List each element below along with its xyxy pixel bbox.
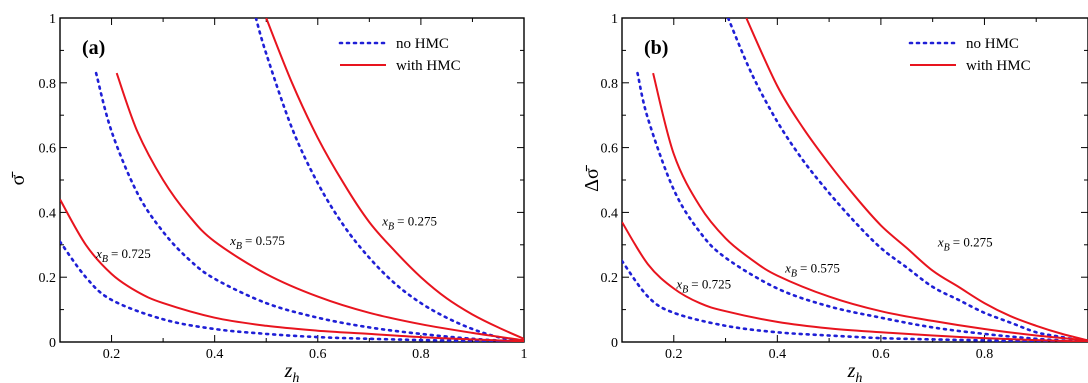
y-tick-label: 0	[49, 336, 56, 351]
curve-annotation: xB = 0.275	[381, 213, 437, 232]
panel-label: (a)	[82, 37, 105, 59]
x-tick-label: 0.2	[665, 347, 683, 362]
series-no-hmc-4	[622, 259, 1088, 342]
panel-b: 0 0.2 0.4 0.6 0.8 1 0.2 0.4 0.6 0.8 xB = 0.275 xB = 0…	[580, 0, 1088, 383]
series-with-hmc-1	[265, 18, 524, 340]
x-axis-label: zh	[284, 360, 300, 383]
y-tick-label: 0	[611, 336, 618, 351]
series-no-hmc-0	[254, 18, 524, 342]
series-with-hmc-3	[652, 72, 1088, 342]
x-tick-label: 0.4	[769, 347, 787, 362]
series-no-hmc-4	[60, 240, 524, 342]
x-tick-label: 0.8	[976, 347, 994, 362]
y-axis-label: Δσ̄	[581, 164, 603, 192]
x-tick-label: 0.6	[872, 347, 890, 362]
y-tick-label: 0.6	[601, 142, 619, 157]
series-no-hmc-2	[636, 71, 1088, 342]
curve-annotation: xB = 0.575	[229, 233, 285, 252]
curve-annotation: xB = 0.275	[937, 234, 993, 253]
x-axis-label: zh	[847, 360, 863, 383]
series-with-hmc-3	[115, 72, 524, 342]
legend-label-with-hmc: with HMC	[396, 58, 461, 74]
y-tick-label: 0.2	[39, 271, 57, 286]
panel-a: 0 0.2 0.4 0.6 0.8 1 0.2 0.4 0.6 0.8 1 xB = 0.275 xB = …	[7, 12, 528, 383]
series-no-hmc-2	[94, 71, 524, 342]
y-tick-label: 0.8	[601, 77, 619, 92]
legend-label-no-hmc: no HMC	[396, 36, 449, 52]
legend-label-with-hmc: with HMC	[966, 58, 1031, 74]
curve-annotation: xB = 0.725	[675, 277, 731, 296]
x-tick-label: 0.6	[309, 347, 327, 362]
x-tick-label: 0.4	[206, 347, 224, 362]
y-tick-label: 0.2	[601, 271, 619, 286]
x-tick-label: 0.8	[412, 347, 430, 362]
y-tick-label: 0.4	[601, 206, 619, 221]
series-with-hmc-5	[622, 221, 1088, 342]
y-tick-label: 0.6	[39, 142, 57, 157]
x-tick-label: 1	[521, 347, 528, 362]
chart-a-svg: 0 0.2 0.4 0.6 0.8 1 0.2 0.4 0.6 0.8 1 xB = 0.275 xB = …	[7, 12, 528, 383]
series-no-hmc-0	[726, 18, 1088, 342]
x-tick-label: 0.2	[103, 347, 121, 362]
y-tick-label: 0.8	[39, 77, 57, 92]
panel-label: (b)	[644, 37, 668, 59]
y-tick-label: 1	[49, 12, 56, 27]
chart-b-svg: 0 0.2 0.4 0.6 0.8 1 0.2 0.4 0.6 0.8 xB = 0.275 xB = 0…	[581, 12, 1088, 383]
series-with-hmc-5	[60, 198, 524, 342]
legend-label-no-hmc: no HMC	[966, 36, 1019, 52]
y-tick-label: 0.4	[39, 206, 57, 221]
curve-annotation: xB = 0.725	[95, 246, 151, 265]
curve-annotation: xB = 0.575	[784, 260, 840, 279]
y-tick-label: 1	[611, 12, 618, 27]
series-with-hmc-1	[745, 18, 1088, 342]
y-axis-label: σ̄	[7, 171, 29, 186]
